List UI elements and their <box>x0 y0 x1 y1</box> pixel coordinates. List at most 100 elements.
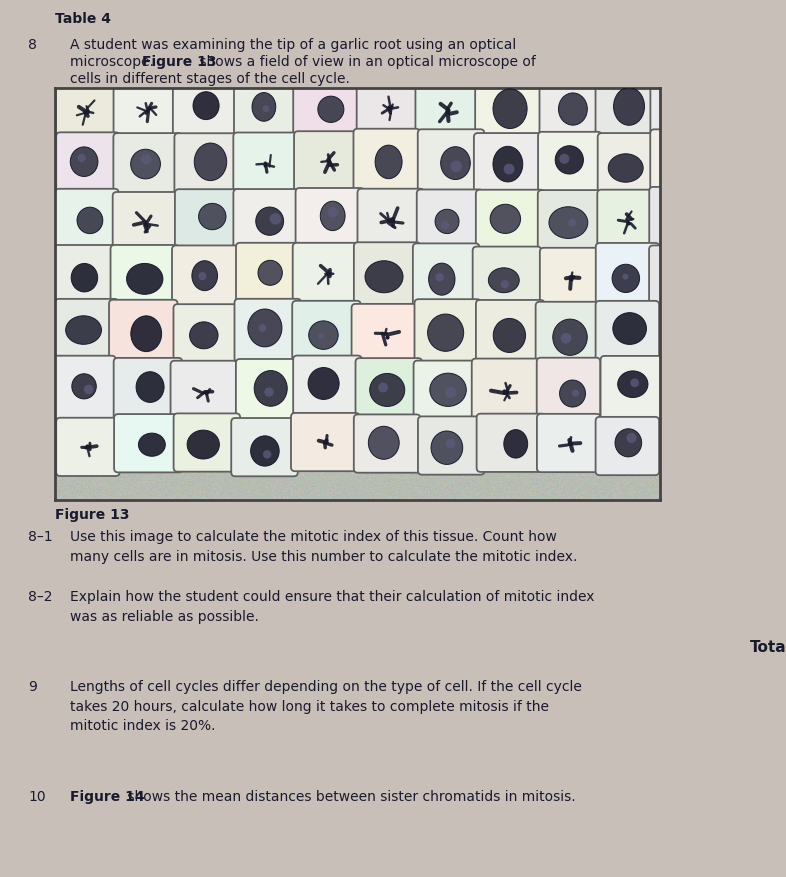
FancyBboxPatch shape <box>174 413 241 472</box>
Text: 8–2: 8–2 <box>28 590 53 604</box>
FancyBboxPatch shape <box>358 189 424 252</box>
Ellipse shape <box>549 207 588 239</box>
Text: Table 4: Table 4 <box>55 12 111 26</box>
Ellipse shape <box>615 429 641 457</box>
FancyBboxPatch shape <box>354 415 421 473</box>
FancyBboxPatch shape <box>56 132 119 196</box>
FancyBboxPatch shape <box>55 189 119 252</box>
FancyBboxPatch shape <box>296 188 364 252</box>
FancyBboxPatch shape <box>233 189 300 253</box>
FancyBboxPatch shape <box>292 243 362 306</box>
Ellipse shape <box>365 260 403 293</box>
FancyBboxPatch shape <box>537 358 601 421</box>
Text: 8–1: 8–1 <box>28 530 53 544</box>
FancyBboxPatch shape <box>171 360 237 424</box>
Ellipse shape <box>441 146 470 180</box>
FancyBboxPatch shape <box>114 414 182 473</box>
Text: Figure 13: Figure 13 <box>55 508 130 522</box>
Circle shape <box>445 387 457 398</box>
Ellipse shape <box>493 318 526 353</box>
FancyBboxPatch shape <box>294 132 362 195</box>
Ellipse shape <box>70 146 98 176</box>
Ellipse shape <box>504 430 527 458</box>
Ellipse shape <box>559 93 587 125</box>
Text: shows the mean distances between sister chromatids in mitosis.: shows the mean distances between sister … <box>123 790 575 804</box>
FancyBboxPatch shape <box>472 246 542 310</box>
Text: A student was examining the tip of a garlic root using an optical: A student was examining the tip of a gar… <box>70 38 516 52</box>
FancyBboxPatch shape <box>174 304 240 367</box>
Ellipse shape <box>428 263 455 296</box>
FancyBboxPatch shape <box>649 187 707 250</box>
FancyBboxPatch shape <box>535 302 599 365</box>
FancyBboxPatch shape <box>539 74 603 137</box>
Text: 10: 10 <box>28 790 46 804</box>
FancyBboxPatch shape <box>476 414 545 472</box>
Text: Lengths of cell cycles differ depending on the type of cell. If the cell cycle
t: Lengths of cell cycles differ depending … <box>70 680 582 733</box>
FancyBboxPatch shape <box>357 76 423 139</box>
Circle shape <box>501 281 509 289</box>
Circle shape <box>560 333 571 344</box>
Ellipse shape <box>251 436 279 467</box>
Circle shape <box>440 221 450 230</box>
Circle shape <box>450 160 462 172</box>
FancyBboxPatch shape <box>234 76 300 139</box>
FancyBboxPatch shape <box>52 356 116 419</box>
Ellipse shape <box>663 89 693 119</box>
Ellipse shape <box>130 316 162 352</box>
FancyBboxPatch shape <box>351 304 418 367</box>
FancyBboxPatch shape <box>236 359 303 423</box>
Ellipse shape <box>192 260 218 290</box>
Circle shape <box>328 207 338 217</box>
Circle shape <box>264 388 274 396</box>
Circle shape <box>446 438 456 448</box>
Text: 8: 8 <box>28 38 37 52</box>
FancyBboxPatch shape <box>354 129 420 192</box>
Ellipse shape <box>77 207 103 233</box>
Ellipse shape <box>430 373 466 406</box>
Ellipse shape <box>560 380 586 407</box>
Circle shape <box>318 333 324 339</box>
Ellipse shape <box>669 146 692 172</box>
Circle shape <box>263 105 270 112</box>
Text: Tota: Tota <box>750 640 786 655</box>
FancyBboxPatch shape <box>56 79 119 142</box>
Text: microscope.: microscope. <box>70 55 158 69</box>
FancyBboxPatch shape <box>113 133 182 196</box>
Ellipse shape <box>555 146 583 174</box>
Ellipse shape <box>612 264 640 293</box>
Ellipse shape <box>258 260 282 285</box>
Ellipse shape <box>375 146 402 179</box>
FancyBboxPatch shape <box>538 132 601 195</box>
FancyBboxPatch shape <box>597 133 661 196</box>
Ellipse shape <box>318 96 344 123</box>
FancyBboxPatch shape <box>53 245 116 309</box>
FancyBboxPatch shape <box>596 243 659 306</box>
Ellipse shape <box>435 210 459 233</box>
FancyBboxPatch shape <box>56 417 119 476</box>
FancyBboxPatch shape <box>601 356 664 419</box>
Ellipse shape <box>618 371 648 397</box>
Circle shape <box>270 213 281 225</box>
FancyBboxPatch shape <box>231 418 298 476</box>
Ellipse shape <box>189 322 218 349</box>
Circle shape <box>504 164 515 175</box>
Text: shows a field of view in an optical microscope of: shows a field of view in an optical micr… <box>195 55 536 69</box>
Ellipse shape <box>193 92 219 119</box>
Ellipse shape <box>613 312 646 345</box>
Circle shape <box>572 389 579 396</box>
Ellipse shape <box>72 374 97 399</box>
Ellipse shape <box>309 321 338 349</box>
Text: cells in different stages of the cell cycle.: cells in different stages of the cell cy… <box>70 72 350 86</box>
FancyBboxPatch shape <box>476 79 544 142</box>
Text: 9: 9 <box>28 680 37 694</box>
Ellipse shape <box>493 89 527 129</box>
Ellipse shape <box>369 426 399 460</box>
Ellipse shape <box>490 204 520 233</box>
Ellipse shape <box>308 367 339 399</box>
Circle shape <box>259 324 266 332</box>
FancyBboxPatch shape <box>233 132 300 196</box>
FancyBboxPatch shape <box>650 129 709 193</box>
Ellipse shape <box>614 88 645 125</box>
FancyBboxPatch shape <box>293 355 362 419</box>
Circle shape <box>141 154 152 164</box>
